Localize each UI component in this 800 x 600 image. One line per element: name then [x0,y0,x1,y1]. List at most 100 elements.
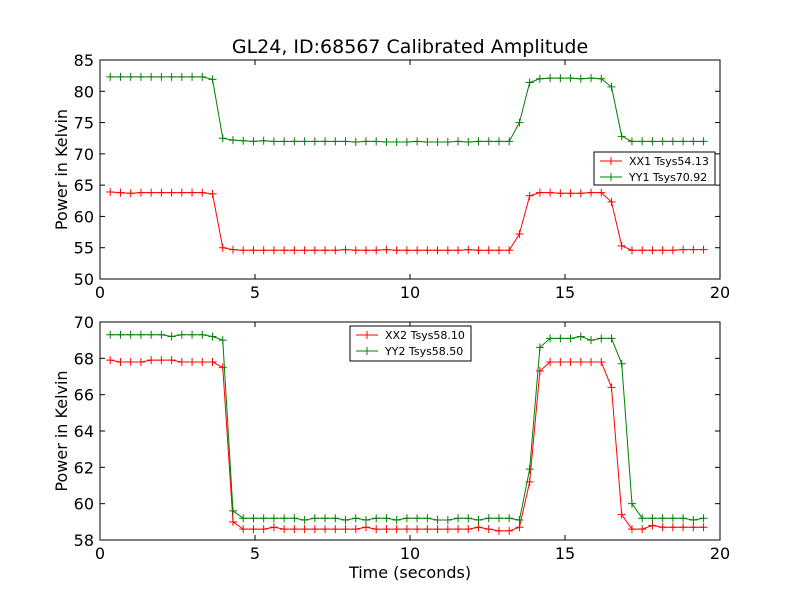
data-point [413,525,422,534]
data-point [607,334,616,343]
legend-marker [607,173,615,181]
data-point [136,330,145,339]
top-plot: 0 5 10 15 20 50 55 60 65 70 75 80 85 Power in Kelvin X… [52,51,730,302]
data-point [239,246,248,255]
data-point [525,78,534,87]
data-point [474,246,483,255]
data-point [587,188,596,197]
data-point [300,525,309,534]
data-point [474,137,483,146]
data-point [208,189,217,198]
data-point [321,525,330,534]
data-point [341,137,350,146]
data-point [494,137,503,146]
legend-label: YY1 Tsys70.92 [628,171,707,184]
data-point [259,514,268,523]
data-point [259,246,268,255]
series-markers-1 [106,188,708,255]
data-point [310,514,319,523]
data-point [167,332,176,341]
data-point [546,188,555,197]
data-point [617,510,626,519]
data-point [351,525,360,534]
data-point [505,137,514,146]
data-point [116,357,125,366]
data-point [689,245,698,254]
data-point [382,525,391,534]
data-point [402,137,411,146]
data-point [607,82,616,91]
data-point [341,525,350,534]
data-point [208,357,217,366]
x-tick-label: 0 [95,544,105,563]
legend-marker [607,157,615,165]
legend-label: XX1 Tsys54.13 [629,155,709,168]
data-point [474,523,483,532]
data-point [443,137,452,146]
data-point [147,72,156,81]
data-point [331,514,340,523]
y-tick-label: 70 [74,313,94,332]
data-point [658,523,667,532]
data-point [218,336,227,345]
y-tick-label: 60 [74,495,94,514]
data-point [484,525,493,534]
data-point [402,514,411,523]
data-point [290,514,299,523]
data-point [402,525,411,534]
data-point [228,136,237,145]
data-point [668,523,677,532]
data-point [546,334,555,343]
data-point [228,506,237,515]
data-point [106,356,115,365]
x-tick-label: 10 [400,283,420,302]
data-point [208,75,217,84]
data-point [382,245,391,254]
data-point [157,356,166,365]
data-point [147,330,156,339]
data-point [177,72,186,81]
data-point [290,525,299,534]
data-point [689,137,698,146]
data-point [423,246,432,255]
x-tick-label: 15 [555,283,575,302]
data-point [413,246,422,255]
data-point [433,525,442,534]
data-point [269,523,278,532]
legend-marker [363,331,371,339]
y-tick-label: 85 [74,51,94,70]
data-point [474,516,483,525]
data-point [136,357,145,366]
legend-box [593,151,716,186]
data-point [147,188,156,197]
data-point [239,136,248,145]
data-point [454,525,463,534]
data-point [382,514,391,523]
data-point [464,525,473,534]
y-tick-label: 64 [74,422,94,441]
data-point [668,514,677,523]
data-point [433,246,442,255]
data-point [535,74,544,83]
data-point [126,330,135,339]
x-tick-label: 5 [250,283,260,302]
data-point [300,246,309,255]
y-tick-label: 50 [74,270,94,289]
data-point [372,137,381,146]
data-point [484,137,493,146]
data-point [668,246,677,255]
data-point [648,514,657,523]
data-point [627,246,636,255]
data-point [208,332,217,341]
y-tick-label: 75 [74,114,94,133]
data-point [392,525,401,534]
data-point [259,136,268,145]
data-point [679,523,688,532]
data-point [392,246,401,255]
data-point [259,525,268,534]
data-point [106,188,115,197]
data-point [679,137,688,146]
data-point [382,137,391,146]
data-point [392,137,401,146]
